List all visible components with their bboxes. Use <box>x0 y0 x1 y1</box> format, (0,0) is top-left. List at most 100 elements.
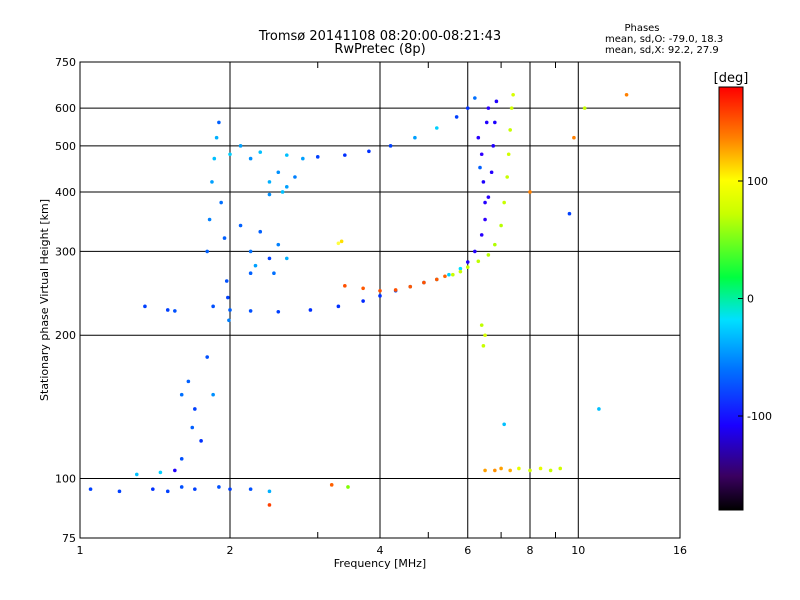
data-point <box>217 120 221 125</box>
data-point <box>408 284 413 289</box>
data-point <box>158 470 163 475</box>
phase-stats-o: mean, sd,O: -79.0, 18.3 <box>605 34 723 45</box>
grid <box>80 62 680 538</box>
data-point <box>217 485 221 489</box>
data-point <box>276 170 281 175</box>
data-point <box>214 135 219 140</box>
data-point <box>193 487 197 491</box>
plot-frame <box>79 61 681 539</box>
data-point <box>276 310 281 314</box>
data-point <box>179 485 184 489</box>
data-point <box>493 242 497 247</box>
data-point <box>186 379 191 384</box>
data-point <box>210 180 214 184</box>
data-point <box>367 149 371 154</box>
data-point <box>493 468 497 473</box>
data-point <box>280 190 285 194</box>
data-point <box>222 236 227 240</box>
data-point <box>597 407 601 411</box>
y-tick-label: 500 <box>55 140 76 153</box>
data-point <box>486 106 491 110</box>
data-point <box>494 99 499 104</box>
data-point <box>454 115 459 119</box>
data-point <box>228 308 232 312</box>
data-point <box>506 152 511 157</box>
data-point <box>143 304 147 309</box>
data-point <box>499 223 503 228</box>
data-point <box>248 156 253 161</box>
data-point <box>258 229 263 234</box>
data-point <box>248 309 253 313</box>
phase-stats-heading: Phases <box>624 23 659 34</box>
x-axis-label: Frequency [MHz] <box>334 557 426 570</box>
data-point <box>481 180 486 184</box>
data-point <box>248 271 253 276</box>
y-tick-label: 400 <box>55 186 76 199</box>
data-point <box>465 260 470 264</box>
data-point <box>624 92 629 97</box>
data-point <box>378 294 382 298</box>
data-point <box>509 106 514 110</box>
data-point <box>443 274 447 279</box>
data-point <box>238 144 243 148</box>
x-tick-label: 4 <box>377 544 384 557</box>
data-point <box>484 120 489 125</box>
data-point <box>179 392 184 397</box>
x-tick-label: 2 <box>227 544 234 557</box>
data-point <box>422 280 426 285</box>
phase-stats-x: mean, sd,X: 92.2, 27.9 <box>605 45 719 56</box>
data-point <box>315 155 320 159</box>
data-point <box>486 195 491 199</box>
x-tick-label: 8 <box>527 544 534 557</box>
data-point <box>572 135 576 140</box>
data-point <box>508 128 512 132</box>
data-point <box>267 256 272 261</box>
data-point <box>346 485 350 489</box>
data-point <box>517 466 521 471</box>
data-point <box>267 180 272 184</box>
data-point <box>479 152 484 157</box>
x-tick-label: 16 <box>673 544 687 557</box>
data-point <box>343 284 347 288</box>
colorbar-tick-label: 0 <box>747 293 754 306</box>
data-point <box>481 344 486 348</box>
data-point <box>548 468 553 473</box>
data-point <box>489 170 494 175</box>
data-point <box>193 407 197 411</box>
data-point <box>388 144 393 148</box>
data-point <box>329 483 334 487</box>
data-point <box>293 175 297 179</box>
data-point <box>483 333 487 338</box>
data-points <box>88 92 629 507</box>
data-point <box>483 468 487 473</box>
data-point <box>502 422 506 427</box>
data-point <box>567 211 572 216</box>
data-point <box>393 288 398 292</box>
data-point <box>199 439 203 443</box>
data-point <box>491 144 496 148</box>
data-point <box>538 466 543 471</box>
y-tick-label: 200 <box>55 329 76 342</box>
data-point <box>465 106 470 110</box>
data-point <box>267 192 272 197</box>
chart-title: Tromsø 20141108 08:20:00-08:21:43 <box>258 29 501 44</box>
data-point <box>248 249 253 254</box>
colorbar-tick-label: 100 <box>747 175 768 188</box>
y-axis-label: Stationary phase Virtual Height [km] <box>38 199 51 401</box>
data-point <box>528 190 532 194</box>
data-point <box>207 217 212 222</box>
data-point <box>339 239 344 244</box>
data-point <box>284 153 289 157</box>
data-point <box>211 392 215 397</box>
data-point <box>226 295 230 300</box>
data-point <box>361 286 365 291</box>
data-point <box>211 304 215 309</box>
data-point <box>378 288 382 293</box>
colorbar-tick-label: -100 <box>747 410 772 423</box>
data-point <box>301 156 305 161</box>
data-point <box>434 277 439 282</box>
data-point <box>451 272 455 277</box>
data-point <box>479 233 484 237</box>
data-point <box>479 323 484 327</box>
